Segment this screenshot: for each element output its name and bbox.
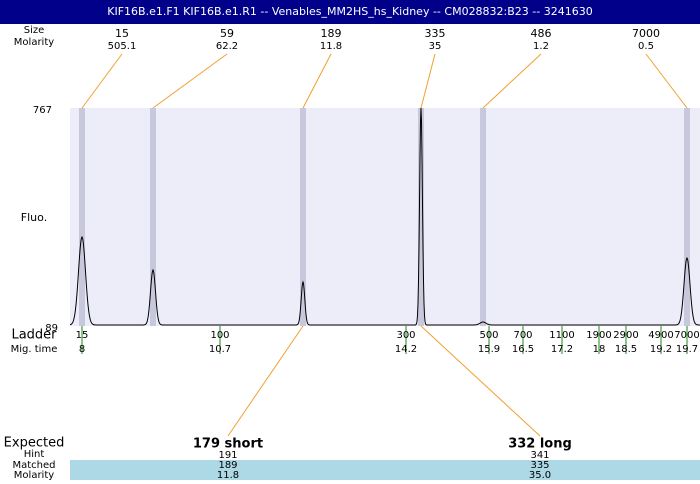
product-hint: 191 [218,450,237,461]
ladder-time: 19.2 [650,344,672,355]
matched-label: Matched [12,460,55,471]
peak-connector [152,53,228,109]
peak-molarity: 35 [429,41,442,52]
ladder-time: 17.2 [551,344,573,355]
peak-band [480,108,486,326]
ladder-size: 1900 [586,330,611,341]
product-connector [227,325,304,437]
ladder-size: 700 [513,330,532,341]
ladder-label: Ladder [11,328,57,343]
ladder-time: 16.5 [512,344,534,355]
plot-area [70,108,700,326]
ladder-size: 100 [210,330,229,341]
peak-molarity: 0.5 [638,41,654,52]
peak-band [150,108,156,326]
exp-molarity-label: Molarity [14,470,54,480]
product-matched: 335 [530,460,549,471]
peak-molarity: 1.2 [533,41,549,52]
matched-band [70,460,700,480]
ladder-size: 4900 [648,330,673,341]
peak-band [418,108,424,326]
peak-band [684,108,690,326]
peak-size: 335 [425,27,446,40]
ladder-size: 1100 [549,330,574,341]
y-label: Fluo. [21,211,47,224]
ladder-size: 300 [396,330,415,341]
ladder-time: 18 [593,344,606,355]
peak-band [79,108,85,326]
ladder-size: 2900 [613,330,638,341]
peak-molarity: 11.8 [320,41,342,52]
molarity-label: Molarity [14,37,54,48]
product-molarity: 35.0 [529,470,551,480]
time-label: Mig. time [11,344,58,355]
title-bar [0,0,700,24]
y-top: 767 [33,105,52,116]
ladder-time: 8 [79,344,85,355]
ladder-size: 7000 [674,330,699,341]
ladder-time: 19.7 [676,344,698,355]
y-bottom: 89 [45,323,58,334]
ladder-time: 14.2 [395,344,417,355]
peak-size: 15 [115,27,129,40]
ladder-time: 15.9 [478,344,500,355]
ladder-size: 500 [479,330,498,341]
peak-size: 59 [220,27,234,40]
product-connector [420,325,541,437]
product-molarity: 11.8 [217,470,239,480]
peak-molarity: 62.2 [216,41,238,52]
peak-size: 486 [531,27,552,40]
peak-band [300,108,306,326]
ladder-time: 10.7 [209,344,231,355]
ladder-time: 18.5 [615,344,637,355]
product-name: 332 long [508,437,572,452]
title: KIF16B.e1.F1 KIF16B.e1.R1 -- Venables_MM… [107,5,592,18]
product-matched: 189 [218,460,237,471]
peak-connector [645,53,688,109]
peak-size: 7000 [632,27,660,40]
trace [69,107,700,326]
expected-label: Expected [4,436,65,451]
ladder-size: 15 [76,330,89,341]
product-hint: 341 [530,450,549,461]
product-name: 179 short [193,437,263,452]
size-label: Size [24,25,45,36]
peak-connector [81,53,123,109]
peak-connector [302,53,332,109]
peak-connector [420,53,436,109]
peak-connector [482,53,542,109]
peak-molarity: 505.1 [108,41,137,52]
hint-label: Hint [24,449,45,460]
peak-size: 189 [321,27,342,40]
